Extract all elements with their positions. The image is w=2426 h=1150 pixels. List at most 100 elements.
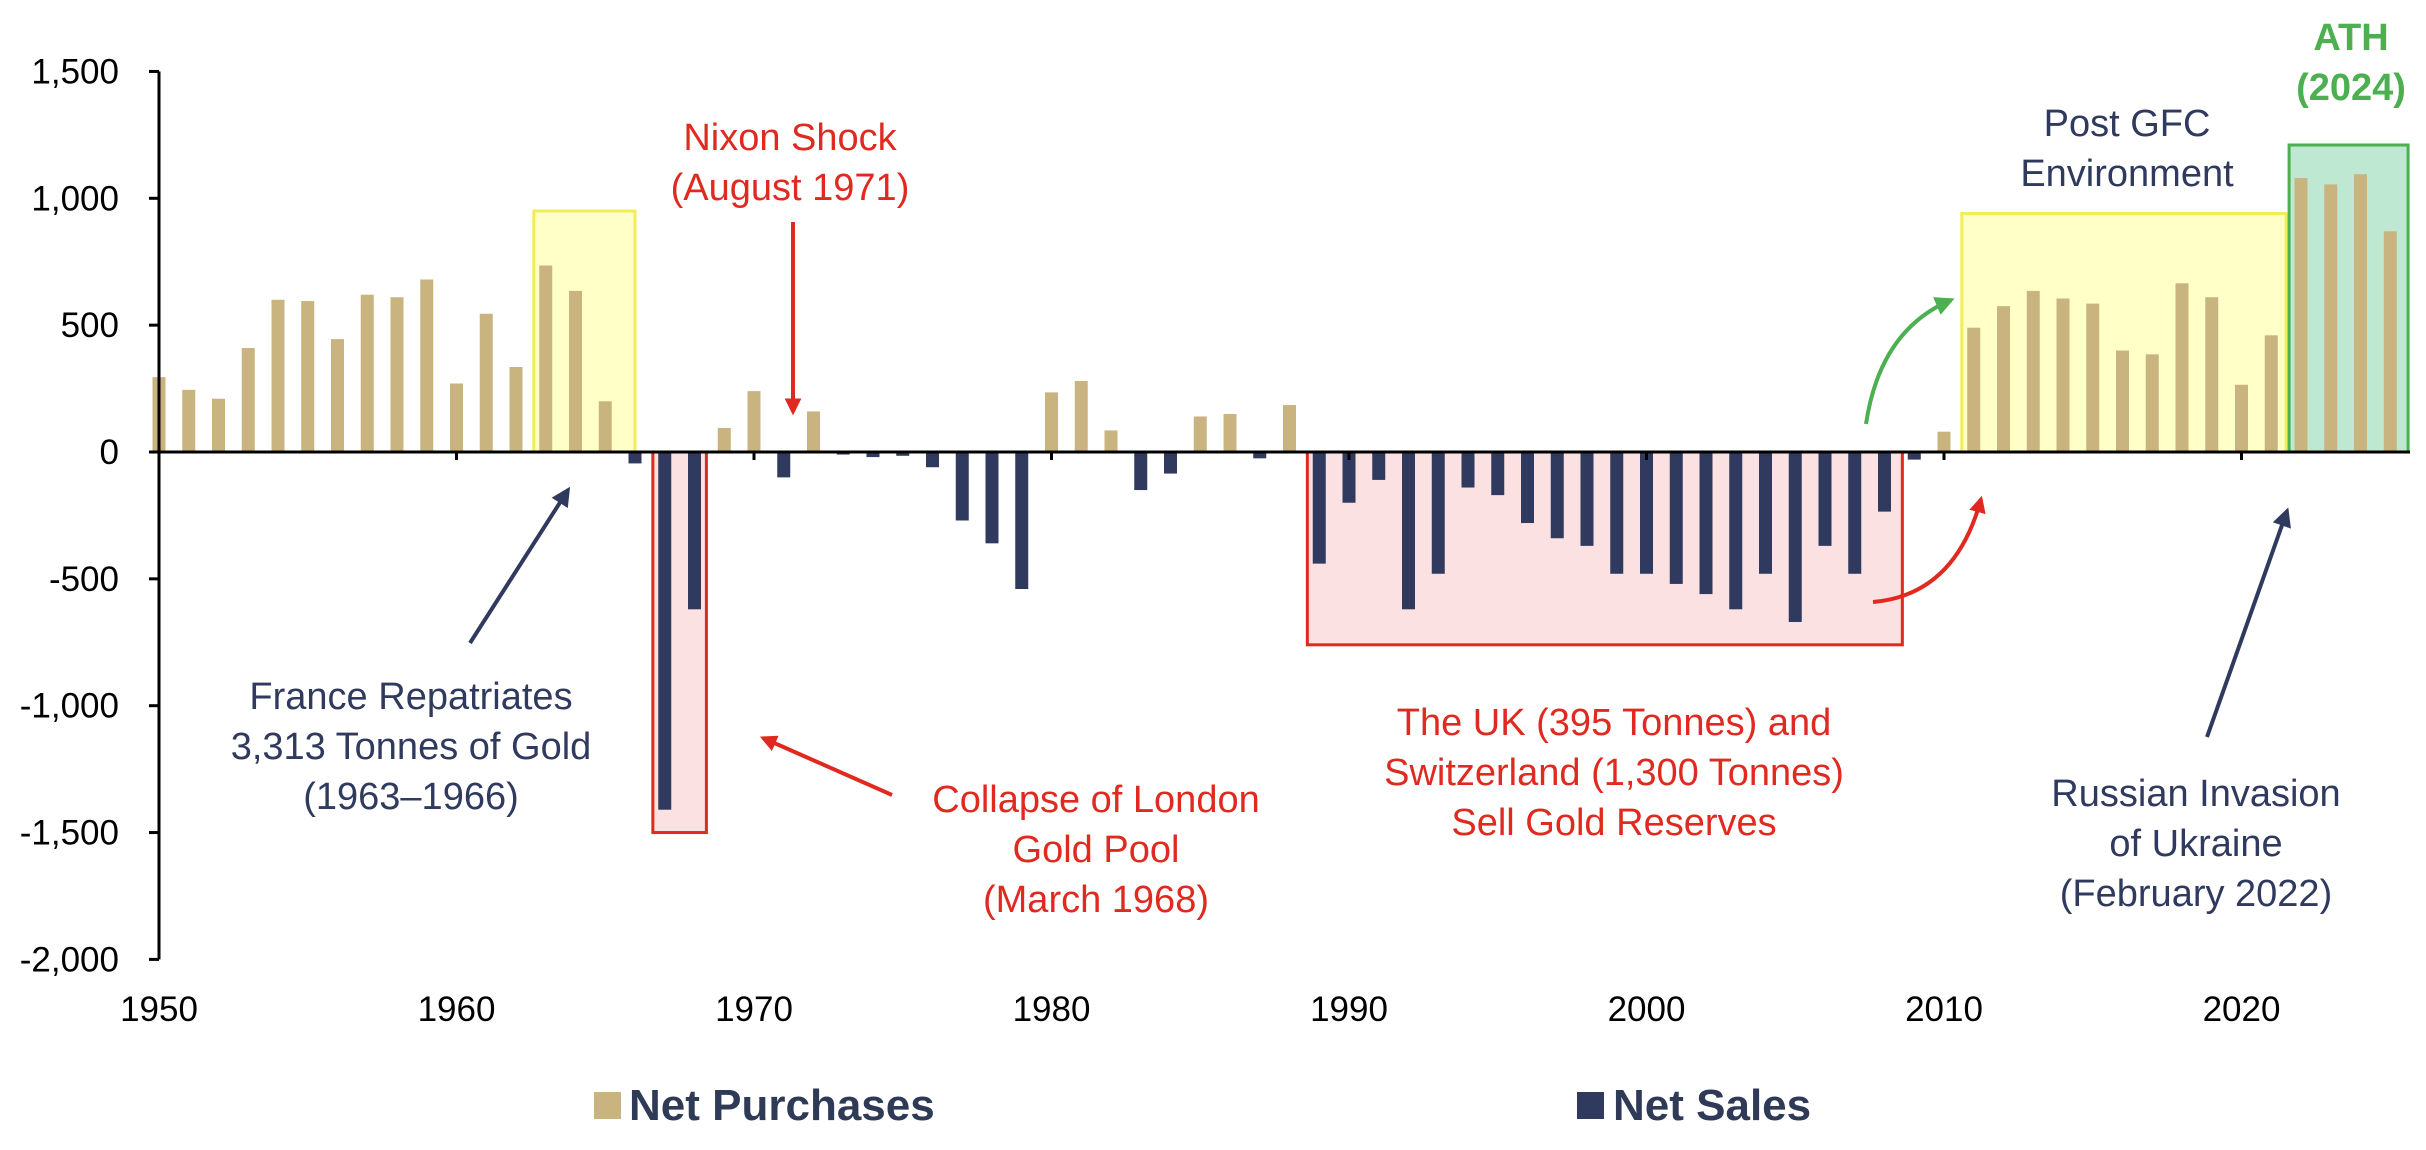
bar-2007 bbox=[1848, 452, 1862, 574]
bar-2016 bbox=[2116, 350, 2129, 452]
annotation-line: (February 2022) bbox=[2060, 873, 2332, 915]
annotation-line: (2024) bbox=[2296, 67, 2406, 109]
y-tick-label: 500 bbox=[61, 306, 119, 345]
bar-1970 bbox=[747, 391, 761, 452]
bar-1956 bbox=[331, 339, 344, 452]
x-tick-label: 1990 bbox=[1310, 990, 1388, 1029]
bar-1980 bbox=[1045, 392, 1058, 452]
bar-1969 bbox=[717, 427, 731, 452]
annotation-uk-switzerland-sales: The UK (395 Tonnes) and Switzerland (1,30… bbox=[1384, 702, 1844, 844]
annotation-line: Russian Invasion bbox=[2051, 773, 2340, 815]
bar-2004 bbox=[1759, 452, 1772, 574]
bar-2013 bbox=[2026, 290, 2040, 452]
bar-2021 bbox=[2264, 335, 2278, 452]
y-tick-label: -500 bbox=[49, 560, 119, 599]
annotation-russian-invasion: Russian Invasion of Ukraine (February 2022… bbox=[2051, 773, 2340, 915]
bar-2025 bbox=[2383, 231, 2397, 452]
legend-swatch-net-purchases bbox=[594, 1092, 621, 1119]
bar-1981 bbox=[1074, 380, 1088, 452]
annotation-line: 3,313 Tonnes of Gold bbox=[231, 726, 592, 768]
bar-1958 bbox=[390, 297, 404, 452]
annotation-france-repatriates: France Repatriates 3,313 Tonnes of Gold (1… bbox=[231, 676, 592, 818]
bar-2009 bbox=[1907, 452, 1921, 460]
bar-2010 bbox=[1937, 431, 1951, 452]
annotation-line: Sell Gold Reserves bbox=[1451, 802, 1776, 844]
gfc-curved-arrow bbox=[1864, 297, 1955, 425]
legend-item-net-sales: Net Sales bbox=[1577, 1081, 1811, 1130]
bar-1966 bbox=[628, 452, 642, 464]
bar-1976 bbox=[926, 452, 939, 468]
annotation-line: (1963–1966) bbox=[303, 776, 519, 818]
bar-2008 bbox=[1878, 452, 1891, 512]
bar-1952 bbox=[212, 398, 225, 452]
bar-1964 bbox=[569, 290, 582, 452]
bar-2022 bbox=[2294, 178, 2308, 452]
y-tick-label: -1,000 bbox=[20, 687, 119, 726]
bar-1998 bbox=[1580, 452, 1594, 546]
bar-series bbox=[152, 174, 2397, 810]
y-tick-label: -2,000 bbox=[20, 940, 119, 979]
legend-label-net-sales: Net Sales bbox=[1613, 1081, 1811, 1130]
x-axis-ticks: 1950 1960 1970 1980 1990 2000 2010 2020 bbox=[120, 452, 2280, 1029]
bar-1959 bbox=[420, 279, 434, 452]
annotation-line: ATH bbox=[2313, 17, 2388, 59]
france-arrow bbox=[468, 486, 571, 645]
bar-1953 bbox=[241, 347, 255, 452]
axes bbox=[157, 71, 2410, 960]
bar-1987 bbox=[1253, 452, 1267, 459]
annotation-line: Nixon Shock bbox=[683, 117, 897, 159]
bar-1994 bbox=[1461, 452, 1475, 488]
bar-1965 bbox=[598, 401, 612, 452]
annotation-arrows bbox=[468, 222, 2291, 797]
bar-1972 bbox=[807, 411, 820, 452]
bar-1983 bbox=[1134, 452, 1148, 491]
bar-1978 bbox=[985, 452, 999, 544]
x-tick-label: 2000 bbox=[1608, 990, 1686, 1029]
bar-1985 bbox=[1193, 416, 1207, 452]
bar-1968 bbox=[688, 452, 701, 610]
bar-1986 bbox=[1223, 413, 1237, 452]
bar-1977 bbox=[955, 452, 969, 521]
legend-label-net-purchases: Net Purchases bbox=[629, 1081, 935, 1130]
bar-1967 bbox=[658, 452, 672, 810]
london-arrow bbox=[759, 735, 893, 797]
bar-1979 bbox=[1015, 452, 1029, 589]
annotation-line: (March 1968) bbox=[983, 879, 1209, 921]
annotation-ath-2024: ATH (2024) bbox=[2296, 17, 2406, 109]
y-tick-label: 0 bbox=[100, 433, 119, 472]
x-tick-label: 1950 bbox=[120, 990, 198, 1029]
x-tick-label: 1980 bbox=[1013, 990, 1091, 1029]
bar-1955 bbox=[301, 301, 315, 452]
annotation-line: Environment bbox=[2020, 153, 2234, 195]
bar-1960 bbox=[450, 383, 463, 452]
bar-1951 bbox=[182, 389, 196, 452]
annotation-london-gold-pool: Collapse of London Gold Pool (March 1968) bbox=[932, 779, 1259, 921]
highlight-box-red bbox=[1305, 450, 1904, 647]
bar-2019 bbox=[2205, 297, 2219, 452]
annotation-line: France Repatriates bbox=[249, 676, 572, 718]
russia-arrow bbox=[2205, 507, 2291, 738]
bar-1992 bbox=[1402, 452, 1415, 610]
bar-2023 bbox=[2324, 184, 2338, 452]
annotations: Nixon Shock (August 1971) France Repatria… bbox=[231, 17, 2406, 921]
annotation-line: of Ukraine bbox=[2109, 823, 2282, 865]
annotation-line: Gold Pool bbox=[1013, 829, 1180, 871]
annotation-post-gfc: Post GFC Environment bbox=[2020, 103, 2234, 195]
legend-item-net-purchases: Net Purchases bbox=[594, 1081, 935, 1130]
bar-2003 bbox=[1729, 452, 1743, 610]
bar-1988 bbox=[1283, 405, 1296, 452]
bar-2006 bbox=[1818, 452, 1832, 546]
x-tick-label: 2010 bbox=[1905, 990, 1983, 1029]
bar-2018 bbox=[2175, 283, 2189, 452]
bar-2020 bbox=[2235, 384, 2248, 452]
annotation-line: (August 1971) bbox=[671, 167, 910, 209]
bar-1971 bbox=[777, 452, 791, 478]
bar-1982 bbox=[1104, 430, 1118, 452]
bar-2024 bbox=[2354, 174, 2367, 453]
bar-2014 bbox=[2056, 298, 2070, 452]
bar-2015 bbox=[2086, 303, 2100, 452]
uk-curved-arrow bbox=[1872, 495, 1986, 604]
legend: Net Purchases Net Sales bbox=[594, 1081, 1811, 1130]
y-axis-ticks: 1,500 1,000 500 0 -500 -1,000 -1,500 -2,000 bbox=[20, 52, 159, 979]
